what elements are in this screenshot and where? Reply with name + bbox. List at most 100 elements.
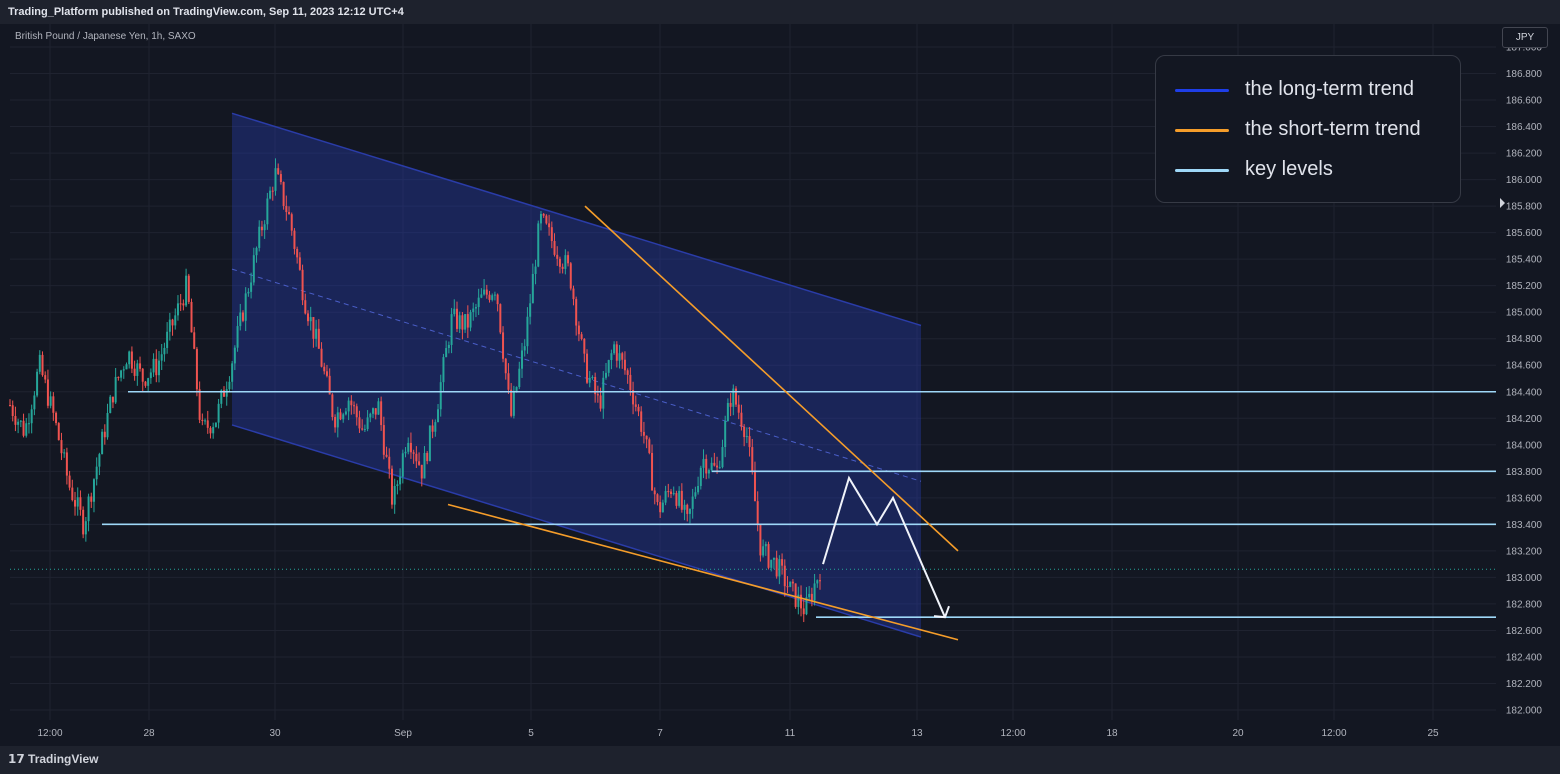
candle-body bbox=[491, 295, 494, 300]
candle-body bbox=[613, 344, 616, 354]
time-tick-label: 11 bbox=[785, 728, 796, 739]
candle-body bbox=[445, 348, 448, 358]
symbol-title: British Pound / Japanese Yen, 1h, SAXO bbox=[15, 31, 196, 42]
candle-body bbox=[244, 293, 247, 321]
price-tick-label: 186.600 bbox=[1506, 96, 1543, 107]
candle-body bbox=[656, 494, 659, 503]
candle-body bbox=[182, 303, 185, 306]
legend-box: the long-term trend the short-term trend… bbox=[1155, 55, 1461, 203]
candle-body bbox=[36, 371, 39, 396]
candle-body bbox=[171, 319, 174, 326]
candle-body bbox=[401, 453, 404, 477]
candle-body bbox=[176, 303, 179, 316]
price-tick-label: 185.800 bbox=[1506, 202, 1543, 213]
candle-body bbox=[485, 289, 488, 295]
candle-body bbox=[672, 493, 675, 495]
candle-body bbox=[504, 358, 507, 374]
candle-body bbox=[675, 493, 678, 506]
price-tick-label: 184.000 bbox=[1506, 440, 1543, 451]
time-tick-label: 28 bbox=[143, 728, 155, 739]
candle-body bbox=[361, 428, 364, 430]
candle-body bbox=[98, 454, 101, 467]
candle-body bbox=[640, 411, 643, 432]
candle-body bbox=[472, 308, 475, 313]
candle-body bbox=[442, 357, 445, 383]
candle-body bbox=[204, 420, 207, 422]
candle-body bbox=[247, 291, 250, 294]
candle-body bbox=[450, 314, 453, 345]
candle-body bbox=[751, 447, 754, 473]
price-tick-label: 182.000 bbox=[1506, 706, 1543, 717]
candle-body bbox=[350, 400, 353, 406]
candle-body bbox=[388, 456, 391, 469]
candle-body bbox=[477, 297, 480, 308]
candle-body bbox=[724, 420, 727, 448]
candle-body bbox=[439, 382, 442, 410]
candle-body bbox=[214, 422, 217, 427]
candle-body bbox=[545, 215, 548, 224]
candle-body bbox=[767, 544, 770, 568]
candle-body bbox=[634, 404, 637, 407]
time-tick-label: 5 bbox=[528, 728, 534, 739]
candle-body bbox=[339, 412, 342, 420]
candle-body bbox=[642, 431, 645, 436]
candle-body bbox=[250, 282, 253, 292]
price-tick-label: 186.400 bbox=[1506, 122, 1543, 133]
candle-body bbox=[670, 491, 673, 495]
candle-body bbox=[512, 391, 515, 416]
candle-body bbox=[298, 257, 301, 270]
candle-body bbox=[813, 583, 816, 601]
candle-body bbox=[648, 439, 651, 453]
candle-body bbox=[607, 360, 610, 373]
price-tick-label: 185.000 bbox=[1506, 308, 1543, 319]
candle-body bbox=[65, 452, 68, 476]
candle-body bbox=[363, 429, 366, 431]
candle-body bbox=[507, 373, 510, 390]
candle-body bbox=[187, 275, 190, 302]
candle-body bbox=[569, 263, 572, 289]
candle-body bbox=[542, 213, 545, 216]
candle-body bbox=[57, 423, 60, 441]
candle-body bbox=[602, 377, 605, 409]
candle-body bbox=[683, 504, 686, 510]
candle-body bbox=[109, 396, 112, 413]
candle-body bbox=[331, 394, 334, 418]
candle-body bbox=[531, 273, 534, 304]
candle-body bbox=[794, 583, 797, 607]
tradingview-logo[interactable]: 𝟭𝟳 TradingView bbox=[8, 752, 99, 766]
candle-body bbox=[11, 405, 14, 417]
candle-body bbox=[428, 425, 431, 462]
candle-body bbox=[38, 354, 41, 372]
candle-body bbox=[713, 462, 716, 466]
candle-body bbox=[680, 490, 683, 510]
publish-bar: Trading_Platform published on TradingVie… bbox=[0, 0, 1560, 24]
candle-body bbox=[732, 388, 735, 407]
candle-body bbox=[358, 417, 361, 429]
price-axis: 187.000 186.800 186.600 186.400 186.200 186.0… bbox=[1496, 24, 1560, 720]
candle-body bbox=[707, 470, 710, 474]
candle-body bbox=[437, 409, 440, 423]
candle-body bbox=[461, 315, 464, 330]
price-tick-label: 184.400 bbox=[1506, 387, 1543, 398]
candle-body bbox=[393, 485, 396, 505]
candle-body bbox=[764, 544, 767, 547]
candle-body bbox=[152, 358, 155, 373]
candle-body bbox=[409, 442, 412, 453]
candle-body bbox=[63, 452, 66, 454]
candle-body bbox=[301, 269, 304, 301]
candle-body bbox=[84, 521, 87, 535]
candle-body bbox=[748, 436, 751, 448]
candle-body bbox=[726, 402, 729, 421]
legend-label: the short-term trend bbox=[1245, 118, 1421, 140]
currency-button[interactable]: JPY bbox=[1502, 27, 1548, 48]
candle-body bbox=[317, 328, 320, 349]
candle-body bbox=[575, 299, 578, 326]
candle-body bbox=[483, 289, 486, 295]
price-tick-label: 185.200 bbox=[1506, 281, 1543, 292]
candle-body bbox=[591, 377, 594, 379]
candle-body bbox=[163, 347, 166, 355]
candle-body bbox=[480, 294, 483, 298]
candle-body bbox=[141, 368, 144, 382]
price-tick-label: 186.200 bbox=[1506, 149, 1543, 160]
candle-body bbox=[455, 308, 458, 329]
